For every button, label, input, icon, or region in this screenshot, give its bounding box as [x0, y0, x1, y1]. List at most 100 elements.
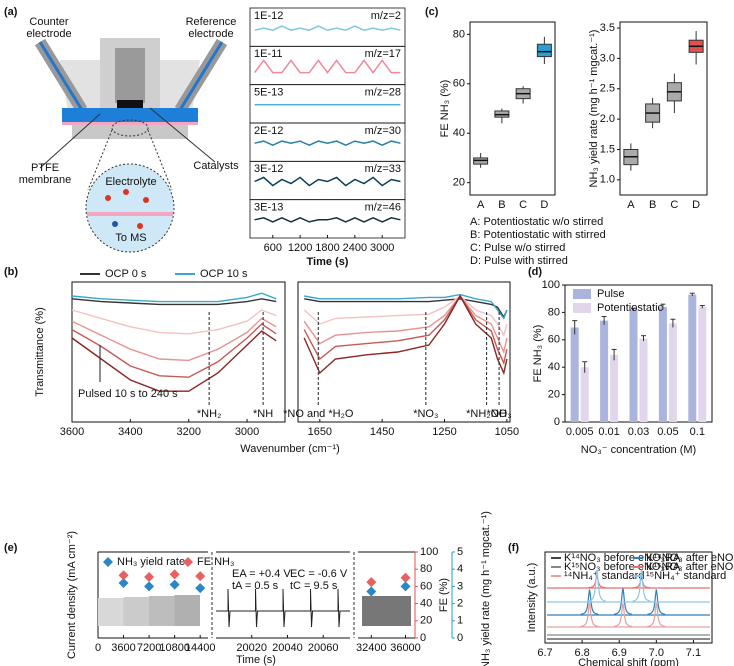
diagram-label: Catalysts: [193, 160, 239, 172]
x-axis-label: Chemical shift (ppm): [578, 657, 679, 666]
panel-label: (b): [4, 266, 18, 278]
cell-core: [115, 48, 145, 103]
bar: [698, 306, 707, 422]
pointer: [39, 113, 101, 169]
scale-label: 3E-12: [254, 163, 283, 175]
legend-label: NH₃ yield rate: [117, 556, 185, 568]
diagram-label: PTFE membrane: [18, 162, 72, 186]
spectrum: [303, 295, 508, 338]
annotation: EA = +0.4 V: [232, 568, 291, 580]
spectrum: [71, 323, 277, 378]
legend-swatch: [573, 289, 591, 299]
peak: [587, 574, 606, 589]
point: [195, 571, 206, 582]
legend-label: Pulse: [597, 288, 625, 300]
trace-label: m/z=2: [371, 10, 401, 22]
scale-label: 2E-12: [254, 125, 283, 137]
y-axis-label: Current density (mA cm⁻²): [66, 531, 78, 659]
y-tick-label: 0: [457, 632, 463, 644]
plot-frame: [469, 21, 556, 196]
legend-label: FE NH₃: [197, 556, 234, 568]
point: [118, 570, 129, 581]
y-axis-label: FE NH₃ (%): [439, 80, 451, 138]
y-tick-label: 2: [457, 598, 463, 610]
current-trace: [216, 588, 350, 628]
legend-marker: [103, 557, 113, 567]
annotation: *NH₂: [197, 408, 221, 420]
bar: [610, 354, 619, 422]
y-tick-label: 0: [554, 416, 560, 428]
zoom-line: [87, 129, 113, 191]
x-tick-label: 1800: [315, 242, 339, 254]
membrane: [62, 122, 198, 125]
annotation: *NO₃: [413, 408, 438, 420]
x-tick-label: 0.03: [628, 426, 649, 438]
current-block: [362, 596, 411, 626]
spectrum: [304, 298, 508, 319]
current-block: [149, 596, 175, 626]
legend-label: OCP 10 s: [200, 268, 248, 280]
electrolyte: [62, 108, 198, 122]
box: [536, 43, 552, 58]
panel-label: (a): [4, 6, 18, 18]
peak: [580, 603, 599, 627]
spectrum: [71, 317, 277, 362]
electrode-wire: [178, 41, 224, 111]
y-tick-label: 40: [420, 598, 432, 610]
plot-frame: [71, 281, 286, 423]
x-tick-label: D: [540, 199, 548, 211]
peak: [632, 569, 651, 602]
trace: [254, 140, 401, 147]
x-axis-label: NO₃⁻ concentration (M): [581, 444, 696, 456]
y-tick-label: 20: [453, 177, 465, 189]
trace-label: m/z=46: [365, 202, 401, 214]
x-tick-label: 3400: [118, 426, 142, 438]
scale-label: 1E-12: [254, 10, 283, 22]
y-tick-label: 20: [420, 615, 432, 627]
x-tick-label: 6.9: [612, 647, 627, 659]
zoom-line: [147, 129, 173, 191]
point: [195, 583, 206, 594]
legend-label: ¹⁵NH₄⁺ standard: [646, 570, 726, 582]
bar: [570, 327, 579, 422]
spectrum: [303, 294, 508, 366]
trace: [254, 25, 401, 31]
x-tick-label: 1200: [288, 242, 312, 254]
annotation: *NO₃: [486, 408, 511, 420]
x-tick-label: A: [477, 199, 485, 211]
note: C: Pulse w/o stirred: [470, 242, 565, 254]
zoom-region: [111, 119, 149, 137]
y-tick-label: 40: [548, 361, 560, 373]
molecule: [137, 223, 143, 229]
x-tick-label: 7200: [137, 642, 161, 654]
trace: [253, 59, 401, 74]
y-tick-label: 3.5: [600, 22, 615, 34]
scale-label: 1E-11: [254, 48, 283, 60]
y-tick-label: 20: [548, 389, 560, 401]
annotation: EC = -0.6 V: [290, 568, 348, 580]
y-axis-label: Intensity (a.u.): [526, 563, 538, 633]
x-tick-label: 10800: [159, 642, 190, 654]
diagram-label: Counter electrode: [26, 16, 72, 40]
note: B: Potentiostatic with stirred: [470, 229, 606, 241]
peak: [580, 589, 599, 615]
plot-frame: [619, 21, 708, 196]
panel-label: (e): [4, 542, 18, 554]
x-axis-label: Time (s): [236, 654, 276, 666]
scale-label: 3E-13: [254, 202, 283, 214]
bar: [639, 338, 648, 422]
scale-label: 5E-13: [254, 87, 283, 99]
y-tick-label: 100: [420, 546, 438, 558]
annotation: *NO and *H₂O: [283, 408, 354, 420]
x-tick-label: 32400: [356, 642, 387, 654]
diagram-label: Electrolyte: [105, 176, 157, 188]
x-tick-label: 1250: [432, 426, 456, 438]
y-tick-label: 0: [420, 632, 426, 644]
y-axis-label: NH₃ yield rate (mg h⁻¹ mgcat.⁻¹): [480, 511, 492, 666]
molecule: [123, 189, 129, 195]
peak: [647, 589, 666, 615]
x-tick-label: D: [692, 199, 700, 211]
x-tick-label: 36000: [390, 642, 421, 654]
spectrum: [71, 292, 277, 303]
